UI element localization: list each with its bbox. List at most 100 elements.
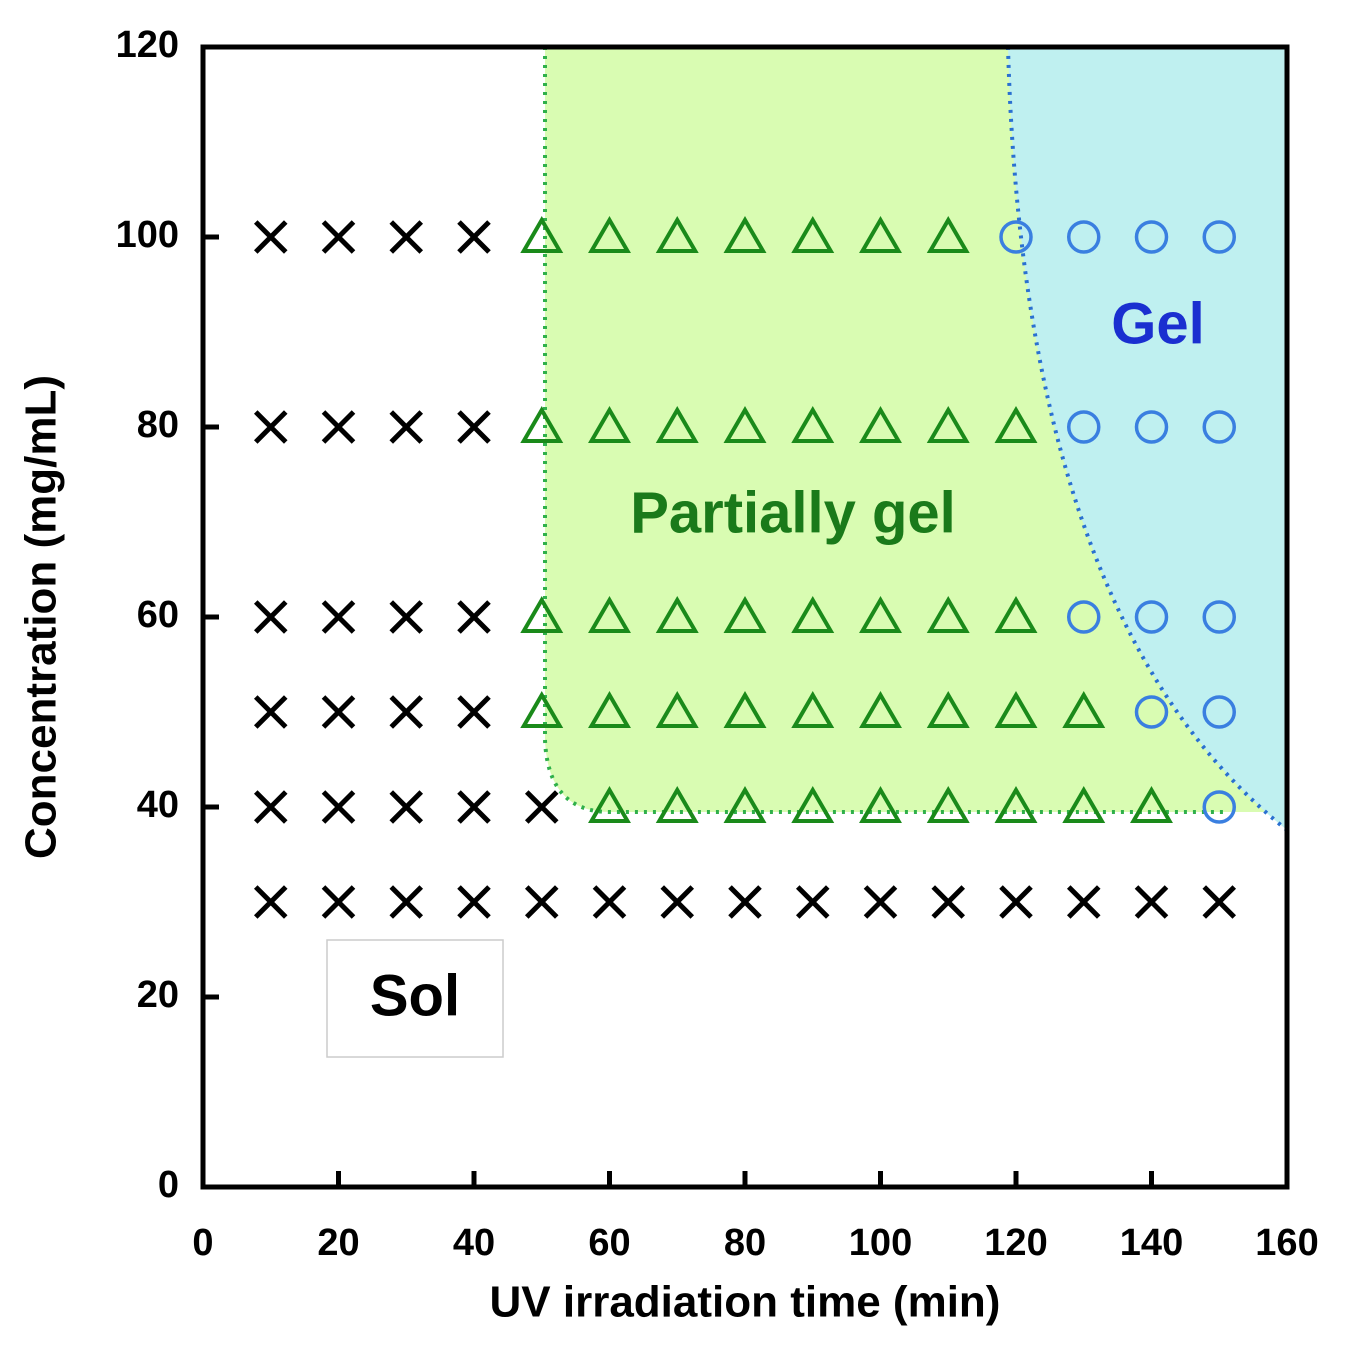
partial-gel-marker xyxy=(723,406,767,443)
partial-gel-marker xyxy=(520,691,564,728)
partial-gel-marker xyxy=(655,406,699,443)
sol-marker xyxy=(999,885,1033,919)
sol-marker xyxy=(389,410,424,444)
sol-label-box xyxy=(326,939,504,1058)
partial-gel-marker xyxy=(723,596,767,633)
sol-marker xyxy=(389,695,424,729)
sol-marker xyxy=(457,885,491,919)
x-tick-label: 140 xyxy=(1120,1222,1183,1264)
partial-gel-marker xyxy=(655,596,699,633)
x-tick-label: 20 xyxy=(317,1222,359,1264)
partial-gel-marker xyxy=(859,406,902,443)
partial-gel-marker xyxy=(588,596,631,633)
partial-gel-marker xyxy=(723,216,767,253)
x-tick-label: 0 xyxy=(192,1222,213,1264)
partial-gel-marker xyxy=(520,216,564,253)
gel-marker xyxy=(1202,695,1236,729)
partial-gel-marker xyxy=(588,406,631,443)
gel-marker xyxy=(1134,410,1169,444)
sol-marker xyxy=(592,885,627,919)
sol-marker xyxy=(389,790,424,824)
partial-gel-marker xyxy=(994,786,1038,823)
y-tick-label: 120 xyxy=(116,24,179,66)
gel-boundary xyxy=(1006,46,1289,832)
partial-gel-marker xyxy=(926,216,970,253)
gel-marker xyxy=(1134,695,1169,729)
partial-gel-marker xyxy=(1062,786,1106,823)
partial-gel-marker xyxy=(994,406,1038,443)
region-label: Gel xyxy=(1111,291,1205,356)
partial-gel-marker xyxy=(791,691,835,728)
gel-marker xyxy=(999,220,1033,254)
partial-gel-marker xyxy=(588,216,631,253)
sol-marker xyxy=(253,410,288,444)
sol-marker xyxy=(253,600,288,634)
gel-marker xyxy=(1134,220,1169,254)
gel-marker xyxy=(1067,600,1101,634)
partial-gel-marker xyxy=(859,786,902,823)
partial-gel-marker xyxy=(723,786,767,823)
gel-region xyxy=(1008,47,1287,830)
partial-gel-marker xyxy=(655,691,699,728)
partial-gel-marker xyxy=(520,596,564,633)
x-axis-title: UV irradiation time (min) xyxy=(490,1278,1001,1327)
region-label: Sol xyxy=(370,963,460,1028)
region-label: Partially gel xyxy=(630,480,956,545)
sol-marker xyxy=(931,885,966,919)
sol-marker xyxy=(253,885,288,919)
x-tick-label: 160 xyxy=(1255,1222,1318,1264)
x-tick-label: 60 xyxy=(588,1222,630,1264)
sol-marker xyxy=(321,885,356,919)
partial-gel-marker xyxy=(859,596,902,633)
gel-marker xyxy=(1134,600,1169,634)
partial-gel-marker xyxy=(520,406,564,443)
sol-marker xyxy=(253,790,288,824)
partial-gel-marker xyxy=(1130,786,1173,823)
sol-marker xyxy=(389,600,424,634)
sol-marker xyxy=(457,790,491,824)
partial-gel-marker xyxy=(859,216,902,253)
sol-marker xyxy=(1134,885,1169,919)
sol-marker xyxy=(524,885,559,919)
partial-gel-marker xyxy=(859,691,902,728)
sol-marker xyxy=(389,220,424,254)
y-tick-label: 60 xyxy=(137,594,179,636)
partial-gel-marker xyxy=(588,691,631,728)
gel-marker xyxy=(1067,220,1101,254)
sol-marker xyxy=(253,220,288,254)
partial-gel-marker xyxy=(994,691,1038,728)
partial-gel-marker xyxy=(926,406,970,443)
x-tick-label: 40 xyxy=(453,1222,495,1264)
sol-marker xyxy=(660,885,695,919)
partial-gel-marker xyxy=(926,596,970,633)
y-tick-label: 20 xyxy=(137,974,179,1016)
y-tick-label: 40 xyxy=(137,784,179,826)
gel-marker xyxy=(1202,790,1236,824)
sol-marker xyxy=(321,410,356,444)
sol-marker xyxy=(457,220,491,254)
partial-gel-marker xyxy=(655,786,699,823)
sol-marker xyxy=(321,790,356,824)
gel-marker xyxy=(1202,220,1236,254)
partial-gel-marker xyxy=(655,216,699,253)
y-tick-label: 80 xyxy=(137,404,179,446)
sol-marker xyxy=(457,695,491,729)
gel-marker xyxy=(1202,410,1236,444)
y-tick-label: 0 xyxy=(158,1164,179,1206)
sol-marker xyxy=(457,410,491,444)
partial-gel-marker xyxy=(588,786,631,823)
sol-marker xyxy=(863,885,898,919)
sol-marker xyxy=(389,885,424,919)
partial-gel-marker xyxy=(926,786,970,823)
sol-marker xyxy=(728,885,762,919)
sol-marker xyxy=(795,885,830,919)
sol-marker xyxy=(321,695,356,729)
y-axis-title: Concentration (mg/mL) xyxy=(17,375,66,859)
sol-marker xyxy=(321,220,356,254)
partial-gel-marker xyxy=(791,406,835,443)
partial-gel-marker xyxy=(1062,691,1106,728)
y-tick-label: 100 xyxy=(116,214,179,256)
sol-marker xyxy=(253,695,288,729)
partial-gel-marker xyxy=(791,216,835,253)
partial-gel-marker xyxy=(994,596,1038,633)
